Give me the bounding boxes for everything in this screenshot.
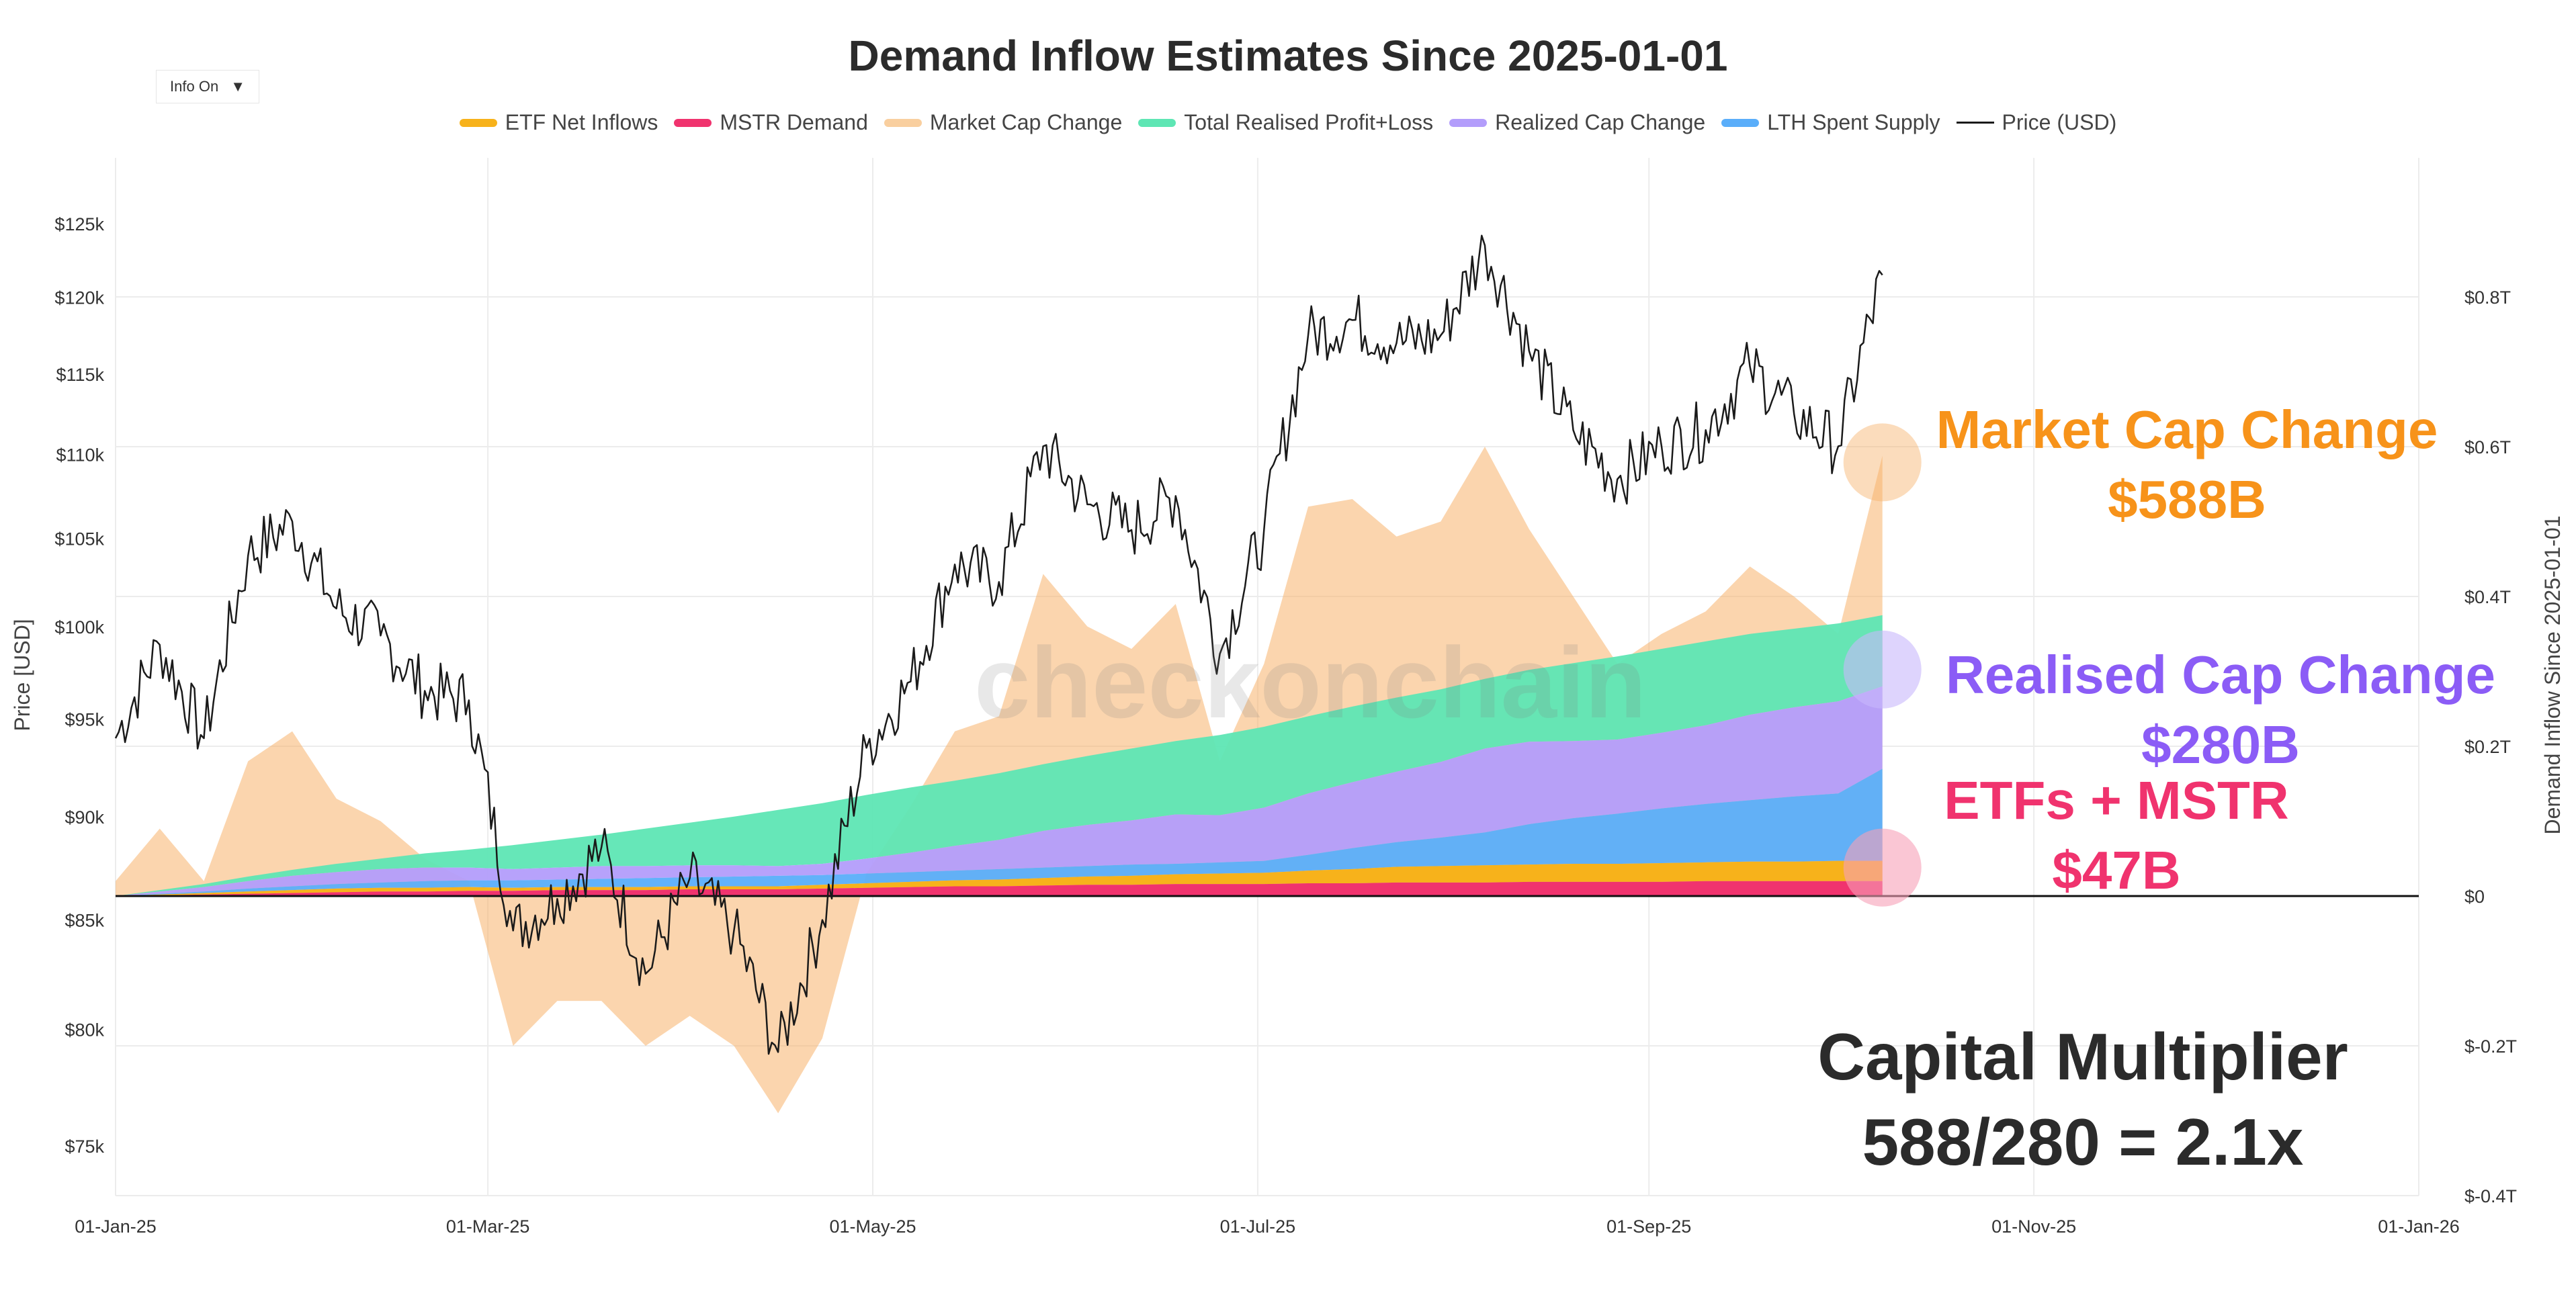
annotation-etf-mstr-title: ETFs + MSTR (1944, 770, 2289, 830)
y-right-tick-label: $-0.2T (2464, 1036, 2517, 1057)
highlight-realised-cap (1843, 630, 1922, 709)
y-axis-label-left: Price [USD] (10, 619, 34, 731)
y-left-tick-label: $105k (54, 529, 104, 549)
y-right-tick-label: $0 (2464, 887, 2485, 907)
annotation-multiplier-value: 588/280 = 2.1x (1862, 1105, 2304, 1179)
x-tick-label: 01-Jan-25 (75, 1216, 157, 1237)
area-mstr-demand (116, 881, 1883, 896)
legend-item-realised-pl[interactable]: Total Realised Profit+Loss (1138, 110, 1433, 135)
legend-label: Realized Cap Change (1495, 110, 1706, 134)
x-tick-label: 01-Mar-25 (446, 1216, 530, 1237)
info-toggle-label: Info On (170, 78, 219, 95)
y-left-tick-label: $85k (65, 911, 104, 931)
legend-label: Market Cap Change (929, 110, 1123, 134)
legend-label: LTH Spent Supply (1767, 110, 1940, 134)
x-tick-label: 01-Nov-25 (1991, 1216, 2076, 1237)
highlight-circles (1843, 423, 1922, 907)
legend-swatch (1956, 122, 1994, 124)
y-left-tick-label: $100k (54, 617, 104, 637)
chart-title: Demand Inflow Estimates Since 2025-01-01 (848, 32, 1728, 80)
legend-item-market-cap[interactable]: Market Cap Change (884, 110, 1122, 135)
chevron-down-icon: ▼ (230, 78, 245, 95)
highlight-market-cap (1843, 423, 1922, 502)
y-left-tick-label: $95k (65, 710, 104, 730)
area-series (116, 447, 1883, 1114)
y-left-tick-label: $120k (54, 288, 104, 308)
y-left-tick-label: $110k (56, 445, 104, 465)
axis-ticks: 01-Jan-25 01-Mar-25 01-May-25 01-Jul-25 01-S… (54, 214, 2517, 1237)
x-tick-label: 01-May-25 (829, 1216, 916, 1237)
y-right-tick-label: $0.6T (2464, 437, 2511, 457)
legend-item-realized-cap[interactable]: Realized Cap Change (1449, 110, 1705, 135)
annotation-multiplier-title: Capital Multiplier (1817, 1020, 2348, 1094)
annotation-realised-cap-value: $280B (2141, 715, 2300, 774)
legend-swatch (1449, 118, 1488, 127)
watermark: checkonchain (974, 626, 1647, 739)
y-left-tick-label: $115k (56, 365, 104, 385)
chart-legend: ETF Net Inflows MSTR Demand Market Cap C… (0, 110, 2576, 135)
y-right-tick-label: $0.8T (2464, 287, 2511, 308)
y-right-tick-label: $-0.4T (2464, 1186, 2517, 1206)
y-axis-label-right: Demand Inflow Since 2025-01-01 (2540, 516, 2565, 835)
y-left-tick-label: $125k (54, 214, 104, 234)
legend-label: ETF Net Inflows (505, 110, 658, 134)
legend-swatch (1138, 118, 1176, 127)
annotation-market-cap: Market Cap Change $588B (1928, 395, 2446, 535)
legend-swatch (1721, 118, 1760, 127)
legend-label: MSTR Demand (720, 110, 868, 134)
x-tick-label: 01-Jan-26 (2378, 1216, 2460, 1237)
legend-label: Total Realised Profit+Loss (1184, 110, 1434, 134)
legend-item-mstr[interactable]: MSTR Demand (674, 110, 868, 135)
y-right-tick-label: $0.4T (2464, 587, 2511, 607)
highlight-etf-mstr (1843, 828, 1922, 907)
info-toggle-dropdown[interactable]: Info On ▼ (156, 70, 259, 103)
y-left-tick-label: $75k (65, 1137, 104, 1157)
annotation-etf-mstr-value: $47B (2052, 840, 2181, 900)
y-left-tick-label: $90k (65, 807, 104, 828)
legend-swatch (674, 118, 712, 127)
area-lth-spent-supply (116, 768, 1883, 896)
y-left-tick-label: $80k (65, 1020, 104, 1040)
price-series (114, 234, 1883, 1055)
annotation-realised-cap: Realised Cap Change $280B (1942, 640, 2499, 780)
price-line (114, 234, 1883, 1055)
area-etf-net-inflows (116, 860, 1883, 896)
legend-swatch (459, 118, 497, 127)
y-right-tick-label: $0.2T (2464, 737, 2511, 757)
annotation-market-cap-value: $588B (2108, 470, 2266, 529)
annotation-etf-mstr: ETFs + MSTR $47B (1908, 766, 2325, 905)
annotation-realised-cap-title: Realised Cap Change (1945, 645, 2495, 705)
area-realized-cap-change (116, 686, 1883, 896)
legend-item-price[interactable]: Price (USD) (1956, 110, 2117, 135)
legend-item-lth[interactable]: LTH Spent Supply (1721, 110, 1940, 135)
annotation-capital-multiplier: Capital Multiplier 588/280 = 2.1x (1814, 1014, 2352, 1186)
legend-swatch (884, 118, 922, 127)
legend-item-etf[interactable]: ETF Net Inflows (459, 110, 658, 135)
annotation-market-cap-title: Market Cap Change (1936, 400, 2438, 459)
x-tick-label: 01-Sep-25 (1606, 1216, 1691, 1237)
legend-label: Price (USD) (2002, 110, 2117, 134)
x-tick-label: 01-Jul-25 (1220, 1216, 1296, 1237)
